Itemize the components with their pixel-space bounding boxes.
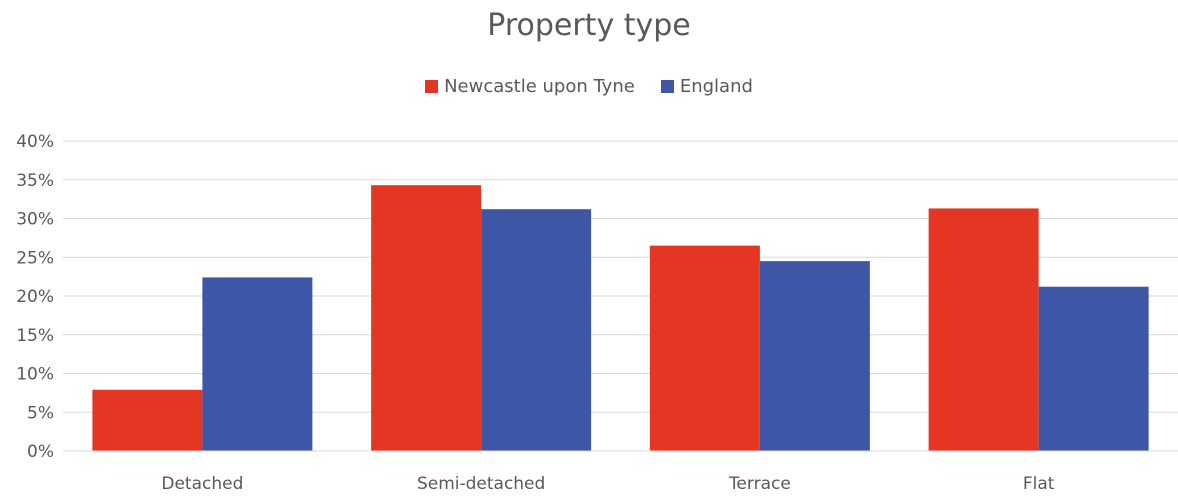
y-tick-label: 10% [16,365,54,385]
bar-england-terrace [759,261,870,451]
bar-newcastle-flat [928,208,1039,451]
legend-label-england: England [679,76,753,97]
bar-england-flat [1038,286,1149,451]
chart-title: Property type [487,8,691,43]
bar-newcastle-detached [92,389,203,451]
y-tick-label: 35% [16,171,54,191]
legend: Newcastle upon Tyne England [0,76,1178,97]
y-tick-label: 5% [27,403,54,423]
legend-swatch-england [660,80,674,93]
legend-item-england: England [660,76,753,97]
x-tick-label: Flat [1023,474,1055,494]
legend-label-newcastle: Newcastle upon Tyne [444,76,635,97]
y-tick-label: 15% [16,326,54,346]
x-tick-label: Detached [161,474,243,494]
y-tick-label: 20% [16,287,54,307]
x-tick-label: Terrace [728,474,791,494]
y-tick-label: 0% [27,442,54,462]
bar-england-detached [202,277,313,451]
y-tick-label: 40% [16,132,54,152]
legend-swatch-newcastle [425,80,439,93]
y-tick-label: 25% [16,248,54,268]
bar-newcastle-semi-detached [371,185,482,452]
bar-england-semi-detached [481,209,592,451]
x-tick-label: Semi-detached [417,474,545,494]
legend-item-newcastle: Newcastle upon Tyne [425,76,635,97]
bar-newcastle-terrace [649,245,760,451]
y-tick-label: 30% [16,210,54,230]
